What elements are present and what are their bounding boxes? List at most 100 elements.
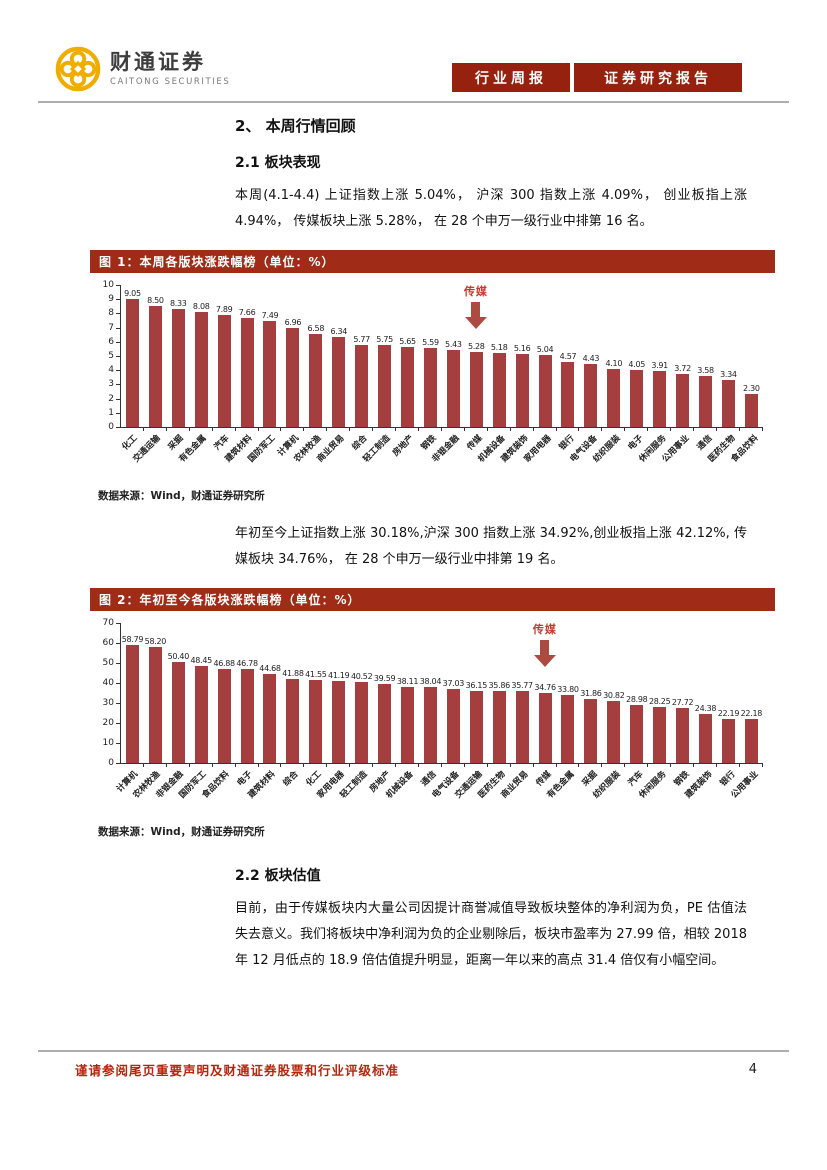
bar-value-label: 35.77 (511, 681, 533, 691)
y-axis-tick-label: 0 (108, 422, 120, 432)
bar (744, 718, 758, 763)
figure-1: 图 1：本周各版块涨跌幅榜（单位：%） 10 9 8 7 6 5 4 3 2 1 0 9.05 8.5… (90, 250, 775, 503)
bar (676, 707, 690, 763)
bar-value-label: 30.82 (603, 691, 625, 701)
bar-value-label: 5.04 (536, 345, 554, 355)
ytd-paragraph: 年初至今上证指数上涨 30.18%,沪深 300 指数上涨 34.92%,创业板… (235, 526, 747, 567)
bar-value-label: 4.05 (628, 359, 646, 369)
bar-value-label: 5.59 (422, 337, 439, 347)
bar-value-label: 4.10 (605, 358, 623, 368)
page-footer: 谨请参阅尾页重要声明及财通证券股票和行业评级标准 4 (0, 1050, 827, 1079)
bar-value-label: 5.75 (376, 335, 393, 345)
bar-slot: 24.38 (694, 704, 717, 767)
bar (309, 679, 323, 763)
bar-value-label: 3.91 (651, 361, 668, 371)
bar-slot: 4.05 (625, 359, 649, 431)
category-slot: 食品饮料 (729, 428, 763, 482)
bar (607, 701, 621, 763)
bar-value-label: 8.08 (192, 302, 210, 312)
bar-value-label: 5.43 (445, 339, 462, 349)
bar (286, 328, 300, 427)
bar (699, 376, 712, 427)
bar (538, 693, 552, 763)
y-axis-tick-label: 0 (108, 758, 120, 768)
bar-value-label: 35.86 (488, 681, 511, 691)
y-axis-tick-label: 1 (108, 407, 120, 418)
header-divider (38, 101, 789, 103)
bar (538, 355, 552, 427)
category-slot: 公用事业 (729, 764, 763, 818)
section-heading-performance: 2.1 板块表现 (235, 155, 321, 171)
bar (332, 336, 346, 427)
bar-slot: 40.52 (350, 671, 374, 768)
bar-value-label: 37.03 (442, 678, 465, 688)
category-slot: 建筑装饰 (683, 764, 717, 818)
bar-value-label: 48.45 (190, 656, 213, 666)
bar (171, 308, 185, 427)
bar-slot: 31.86 (579, 689, 603, 767)
bar (630, 369, 644, 427)
bar-slot: 27.72 (671, 697, 694, 768)
valuation-paragraph: 目前，由于传媒板块内大量公司因提计商誉减值导致板块整体的净利润为负，PE 估值法… (235, 901, 747, 968)
y-axis-tick-label: 10 (102, 738, 121, 748)
category-slot: 综合 (281, 764, 304, 818)
bar-value-label: 39.59 (373, 673, 396, 683)
down-arrow-icon (533, 655, 556, 667)
bar-value-label: 8.50 (147, 296, 164, 306)
bar-slot: 30.82 (602, 691, 626, 767)
bar-value-label: 36.15 (465, 680, 488, 690)
category-slot: 机械设备 (384, 764, 419, 818)
bar (217, 314, 231, 427)
bar-slot: 4.10 (602, 358, 626, 432)
bar-value-label: 22.18 (740, 708, 763, 718)
bar-slot: 37.03 (442, 678, 465, 768)
category-slot: 纺织服装 (591, 764, 625, 818)
category-slot: 商业贸易 (316, 428, 350, 482)
bar-value-label: 40.52 (350, 671, 373, 681)
bar-slot: 46.78 (236, 659, 259, 767)
media-annotation-fig1: 传媒 (464, 283, 488, 329)
bar-value-label: 4.43 (582, 354, 600, 364)
y-axis-tick-label: 50 (102, 658, 121, 668)
bar (217, 669, 231, 763)
category-slot: 休闲服务 (637, 764, 671, 818)
figure-2: 图 2：年初至今各版块涨跌幅榜（单位：%） 70 60 50 40 30 20 10 0 58… (90, 588, 775, 839)
bar (332, 680, 346, 763)
figure-2-bars: 58.79 58.20 50.40 48.45 46.88 46.78 44.68 41.88… (120, 623, 763, 768)
bar-slot: 5.77 (350, 335, 374, 431)
bar-slot: 7.66 (236, 308, 259, 431)
category-slot: 轻工制造 (362, 428, 396, 482)
bar-slot: 28.98 (625, 695, 649, 767)
brand-name-en: CAITONG SECURITIES (110, 76, 231, 87)
bar (469, 352, 483, 427)
bar (171, 662, 185, 763)
bar-slot: 44.68 (259, 663, 282, 768)
y-axis-tick-label: 70 (102, 618, 121, 628)
brand-logo: 财通证券 CAITONG SECURITIES (55, 46, 230, 92)
y-axis-tick-label: 40 (102, 678, 121, 688)
figure-1-y-axis: 10 9 8 7 6 5 4 3 2 1 0 (94, 280, 121, 432)
bar-value-label: 7.49 (261, 310, 279, 320)
bar (148, 306, 162, 427)
page-number: 4 (748, 1062, 757, 1077)
category-slot: 建筑材料 (247, 764, 281, 818)
performance-paragraph: 本周(4.1-4.4) 上证指数上涨 5.04%， 沪深 300 指数上涨 4.… (235, 188, 747, 229)
bar-value-label: 27.72 (671, 697, 694, 707)
bar-value-label: 6.58 (307, 323, 325, 333)
bar (653, 706, 667, 763)
figure-2-y-axis: 70 60 50 40 30 20 10 0 (94, 618, 121, 768)
bar (355, 681, 369, 763)
bar-value-label: 44.68 (259, 663, 281, 673)
bar (378, 345, 392, 427)
bar (263, 673, 277, 763)
section-heading-valuation: 2.2 板块估值 (235, 868, 321, 884)
bar-value-label: 6.34 (330, 326, 348, 336)
bar-value-label: 5.28 (467, 342, 485, 352)
bar (492, 691, 506, 763)
bar-value-label: 28.25 (648, 696, 671, 706)
bar-value-label: 8.33 (169, 298, 187, 308)
category-label: 综合 (281, 769, 301, 789)
bar-slot: 6.34 (327, 326, 351, 432)
bar-value-label: 33.80 (557, 685, 579, 695)
